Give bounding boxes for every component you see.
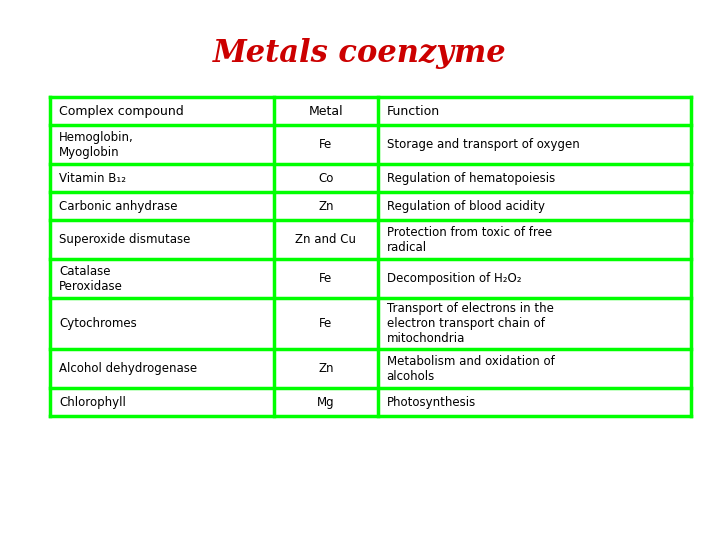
Text: Decomposition of H₂O₂: Decomposition of H₂O₂	[387, 272, 521, 285]
Text: Hemoglobin,
Myoglobin: Hemoglobin, Myoglobin	[59, 131, 134, 159]
Text: Alcohol dehydrogenase: Alcohol dehydrogenase	[59, 362, 197, 375]
Text: Co: Co	[318, 172, 333, 185]
Text: Zn: Zn	[318, 362, 333, 375]
Text: Fe: Fe	[319, 138, 333, 151]
Text: Fe: Fe	[319, 272, 333, 285]
Text: Fe: Fe	[319, 317, 333, 330]
Text: Vitamin B₁₂: Vitamin B₁₂	[59, 172, 126, 185]
Text: Storage and transport of oxygen: Storage and transport of oxygen	[387, 138, 580, 151]
Text: Chlorophyll: Chlorophyll	[59, 396, 126, 409]
Text: Metabolism and oxidation of
alcohols: Metabolism and oxidation of alcohols	[387, 355, 554, 383]
Text: Complex compound: Complex compound	[59, 105, 184, 118]
Text: Regulation of hematopoiesis: Regulation of hematopoiesis	[387, 172, 555, 185]
Text: Cytochromes: Cytochromes	[59, 317, 137, 330]
Text: Photosynthesis: Photosynthesis	[387, 396, 476, 409]
Text: Mg: Mg	[317, 396, 335, 409]
Text: Transport of electrons in the
electron transport chain of
mitochondria: Transport of electrons in the electron t…	[387, 302, 554, 345]
Text: Superoxide dismutase: Superoxide dismutase	[59, 233, 190, 246]
Text: Protection from toxic of free
radical: Protection from toxic of free radical	[387, 226, 552, 254]
Text: Function: Function	[387, 105, 440, 118]
Text: Carbonic anhydrase: Carbonic anhydrase	[59, 200, 178, 213]
Text: Metals coenzyme: Metals coenzyme	[213, 38, 507, 69]
Text: Regulation of blood acidity: Regulation of blood acidity	[387, 200, 544, 213]
Text: Catalase
Peroxidase: Catalase Peroxidase	[59, 265, 123, 293]
Text: Zn: Zn	[318, 200, 333, 213]
Text: Metal: Metal	[308, 105, 343, 118]
Text: Zn and Cu: Zn and Cu	[295, 233, 356, 246]
